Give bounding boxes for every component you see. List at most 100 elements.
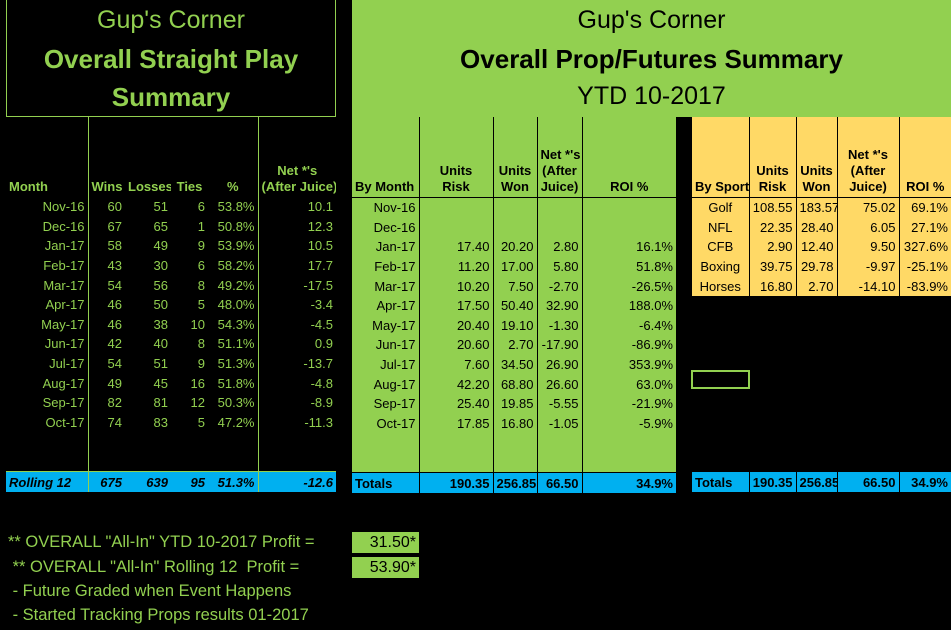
ties-cell[interactable]: 8 (197, 277, 205, 293)
pct-cell[interactable]: 51.1% (217, 336, 255, 352)
left-col-net[interactable]: Net *'s (After Juice) (257, 117, 336, 197)
net-cell[interactable]: -1.30 (536, 315, 582, 336)
blank-cell[interactable] (899, 296, 951, 316)
blank-cell[interactable] (692, 316, 749, 336)
blank-cell[interactable] (257, 451, 336, 473)
blank-cell[interactable] (796, 414, 837, 434)
totals-label[interactable]: Totals (692, 472, 749, 493)
blank-cell[interactable] (418, 452, 493, 473)
wins-cell[interactable]: 54 (87, 353, 125, 374)
net-cell[interactable]: 5.80 (536, 256, 582, 277)
ties-cell[interactable]: 5 (197, 414, 205, 430)
blank-cell[interactable] (352, 433, 419, 453)
blank-cell[interactable] (837, 355, 899, 375)
wins-cell[interactable]: 67 (87, 216, 125, 237)
mid-col-risk[interactable]: Units Risk (418, 117, 493, 198)
pct-cell[interactable]: 47.2% (217, 414, 255, 430)
net-cell[interactable]: -11.3 (257, 412, 336, 433)
net-cell[interactable]: 75.02 (836, 197, 899, 218)
blank-cell[interactable] (171, 432, 208, 452)
roi-cell[interactable]: -25.1% (898, 256, 951, 277)
blank-cell[interactable] (692, 453, 749, 473)
month-cell[interactable]: Mar-17 (43, 277, 85, 293)
month-cell[interactable]: Dec-16 (352, 217, 419, 238)
roi-cell[interactable]: 16.1% (581, 237, 676, 257)
right-col-roi[interactable]: ROI % (898, 117, 951, 198)
blank-cell[interactable] (899, 433, 951, 453)
net-cell[interactable]: 17.7 (257, 255, 336, 276)
net-cell[interactable]: -2.70 (536, 276, 582, 296)
wins-cell[interactable]: 60 (87, 197, 125, 217)
risk-cell[interactable]: 39.75 (748, 256, 796, 277)
month-cell[interactable]: Dec-16 (42, 218, 85, 234)
net-cell[interactable]: -4.8 (257, 373, 336, 393)
blank-cell[interactable] (899, 355, 951, 375)
net-cell[interactable]: 2.80 (536, 237, 582, 257)
net-cell[interactable]: -4.5 (257, 314, 336, 335)
losses-cell[interactable]: 56 (153, 277, 168, 293)
blank-cell[interactable] (692, 335, 749, 355)
net-cell[interactable]: 26.90 (536, 354, 582, 375)
total-losses[interactable]: 639 (125, 471, 171, 493)
ties-cell[interactable]: 6 (197, 199, 205, 215)
month-cell[interactable]: Sep-17 (352, 393, 419, 414)
left-col-pct[interactable]: % (226, 179, 239, 194)
net-cell[interactable]: -9.97 (836, 256, 899, 277)
month-cell[interactable]: Apr-17 (352, 295, 419, 316)
roi-cell[interactable]: 27.1% (898, 217, 951, 238)
won-cell[interactable]: 16.80 (492, 413, 537, 434)
sport-cell[interactable]: Boxing (692, 256, 749, 277)
pct-cell[interactable]: 48.0% (217, 297, 255, 313)
blank-cell[interactable] (749, 316, 796, 336)
roi-cell[interactable]: 327.6% (898, 237, 951, 257)
month-cell[interactable]: Aug-17 (42, 375, 85, 391)
roi-cell[interactable]: 69.1% (898, 197, 951, 218)
net-cell[interactable]: -17.5 (257, 275, 336, 295)
blank-cell[interactable] (692, 296, 749, 316)
risk-cell[interactable]: 10.20 (418, 276, 493, 296)
risk-cell[interactable]: 17.40 (418, 237, 493, 257)
blank-cell[interactable] (749, 374, 796, 394)
roi-cell[interactable]: -83.9% (898, 276, 951, 296)
total-net[interactable]: -12.6 (257, 471, 336, 493)
won-cell[interactable]: 17.00 (492, 256, 537, 277)
net-cell[interactable]: 6.05 (836, 217, 899, 238)
won-cell[interactable]: 20.20 (492, 237, 537, 257)
blank-cell[interactable] (536, 452, 582, 473)
net-cell[interactable]: -3.4 (257, 294, 336, 315)
wins-cell[interactable]: 46 (87, 294, 125, 315)
blank-cell[interactable] (87, 432, 125, 452)
won-cell[interactable] (492, 217, 537, 238)
ties-cell[interactable]: 6 (197, 258, 205, 274)
net-cell[interactable]: 12.3 (257, 216, 336, 237)
right-col-risk[interactable]: Units Risk (748, 117, 796, 198)
ties-cell[interactable]: 9 (197, 238, 205, 254)
month-cell[interactable]: Nov-16 (352, 197, 419, 218)
blank-cell[interactable] (208, 451, 258, 473)
won-cell[interactable]: 34.50 (492, 354, 537, 375)
month-cell[interactable]: May-17 (352, 315, 419, 336)
wins-cell[interactable]: 46 (87, 314, 125, 335)
risk-cell[interactable]: 22.35 (748, 217, 796, 238)
ties-cell[interactable]: 16 (190, 375, 205, 391)
net-cell[interactable]: -8.9 (257, 392, 336, 413)
blank-cell[interactable] (837, 433, 899, 453)
right-col-net[interactable]: Net *'s (After Juice) (836, 117, 899, 198)
roi-cell[interactable]: -5.9% (581, 413, 676, 434)
risk-cell[interactable]: 20.40 (418, 315, 493, 336)
won-cell[interactable]: 68.80 (492, 374, 537, 394)
month-cell[interactable]: Feb-17 (43, 258, 85, 274)
month-cell[interactable]: Oct-17 (45, 414, 85, 430)
month-cell[interactable]: Jan-17 (352, 237, 419, 257)
losses-cell[interactable]: 45 (153, 375, 168, 391)
losses-cell[interactable]: 40 (153, 336, 168, 352)
risk-cell[interactable]: 17.85 (418, 413, 493, 434)
net-cell[interactable]: -5.55 (536, 393, 582, 414)
total-wins[interactable]: 675 (87, 471, 125, 493)
right-col-sport[interactable]: By Sport (692, 117, 749, 198)
blank-cell[interactable] (899, 453, 951, 473)
total-won[interactable]: 256.85 (492, 472, 537, 494)
net-cell[interactable]: -17.90 (536, 335, 582, 355)
blank-cell[interactable] (171, 451, 208, 473)
month-cell[interactable]: Mar-17 (352, 276, 419, 296)
